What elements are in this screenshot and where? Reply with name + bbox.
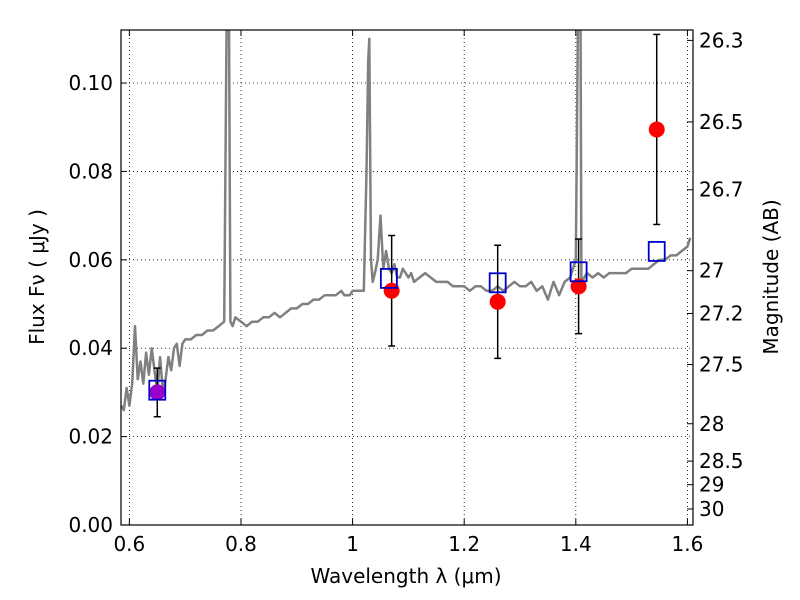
model-point [148, 379, 167, 401]
right-tick-label: 30 [699, 497, 724, 521]
model-point [379, 267, 398, 289]
right-axis-title: Magnitude (AB) [759, 199, 783, 354]
right-tick-label: 27.2 [699, 301, 744, 325]
model-point [569, 261, 588, 283]
x-tick-label: 0.8 [225, 532, 257, 556]
spectrum-series [121, 30, 692, 412]
right-tick-label: 28 [699, 412, 724, 436]
model-point [488, 272, 507, 294]
right-tick-label: 26.3 [699, 28, 744, 52]
model-point [647, 241, 666, 262]
observed-point [489, 293, 506, 310]
right-tick-label: 27.5 [699, 353, 744, 377]
y-tick-label: 0.00 [68, 513, 113, 537]
right-tick-label: 26.7 [699, 178, 744, 202]
y-tick-label: 0.02 [68, 425, 113, 449]
y-axis: 0.00 0.02 0.04 0.06 0.08 0.10 [68, 71, 127, 537]
observed-points [149, 121, 665, 401]
right-tick-label: 27 [699, 259, 724, 283]
right-tick-label: 29 [699, 473, 724, 497]
y-axis-title: Flux Fν ( μJy ) [25, 209, 49, 345]
x-axis-title: Wavelength λ (μm) [310, 564, 501, 588]
x-tick-label: 1.2 [448, 532, 480, 556]
observed-point [149, 384, 166, 401]
y-tick-label: 0.04 [68, 336, 113, 360]
right-tick-label: 26.5 [699, 110, 744, 134]
y-tick-label: 0.10 [68, 71, 113, 95]
x-axis: 0.6 0.8 1 1.2 1.4 1.6 [113, 30, 703, 556]
right-tick-label: 28.5 [699, 449, 744, 473]
plot-frame [120, 29, 694, 526]
model-points [148, 241, 666, 401]
x-tick-label: 1.4 [560, 532, 592, 556]
y-tick-label: 0.08 [68, 159, 113, 183]
x-tick-label: 0.6 [113, 532, 145, 556]
observed-point [570, 278, 587, 295]
y-tick-label: 0.06 [68, 248, 113, 272]
observed-point [648, 121, 665, 138]
observed-point [383, 282, 400, 299]
x-tick-label: 1 [346, 532, 359, 556]
spectrum-line [121, 30, 692, 412]
x-tick-label: 1.6 [672, 532, 704, 556]
